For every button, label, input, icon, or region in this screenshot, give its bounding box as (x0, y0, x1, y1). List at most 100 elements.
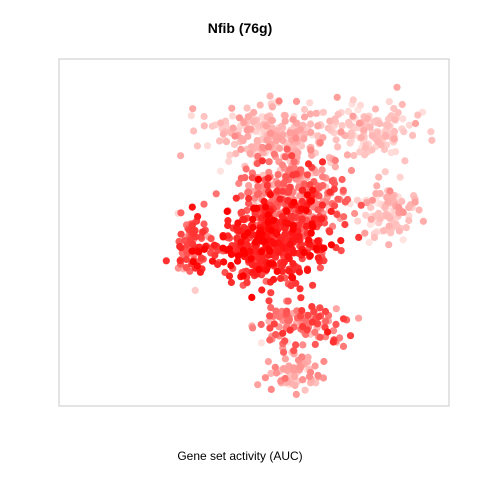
cell-point (243, 104, 251, 112)
cell-point (282, 173, 290, 181)
cell-point (281, 112, 289, 120)
cell-point (315, 313, 323, 321)
cell-point (266, 92, 274, 100)
cell-point (384, 121, 392, 130)
cell-point (225, 157, 233, 165)
cell-point (383, 212, 391, 220)
cell-point (302, 222, 310, 230)
cell-point (232, 194, 240, 202)
cell-point (337, 128, 345, 136)
cell-point (270, 320, 278, 328)
cell-point (311, 362, 319, 370)
cell-point (292, 97, 301, 105)
cell-point (266, 336, 274, 344)
cell-point (288, 273, 296, 281)
cell-point (281, 153, 289, 161)
cell-point (279, 180, 288, 188)
cell-point (405, 121, 413, 129)
chart-title: Nfib (76g) (207, 20, 273, 36)
cell-point (234, 257, 242, 265)
cell-point (330, 202, 339, 210)
cell-point (265, 158, 273, 166)
cell-point (405, 216, 413, 225)
cell-point (385, 241, 393, 249)
cell-point (273, 267, 281, 275)
cell-point (385, 98, 393, 106)
cell-point (311, 340, 319, 348)
cell-point (339, 342, 348, 350)
cell-point (247, 255, 255, 263)
cell-point (200, 122, 208, 130)
cell-point (324, 328, 332, 336)
cell-point (246, 149, 254, 158)
cell-point (340, 213, 348, 221)
cell-point (203, 142, 212, 150)
cell-point (219, 233, 227, 241)
cell-point (361, 151, 369, 159)
cell-point (298, 186, 307, 194)
cell-point (319, 173, 327, 181)
cell-point (304, 353, 312, 361)
cell-point (222, 138, 231, 146)
cell-point (367, 215, 375, 223)
cell-point (300, 248, 308, 256)
cell-point (346, 332, 355, 340)
cell-point (284, 252, 292, 261)
cell-point (329, 327, 338, 335)
cell-point (307, 197, 316, 205)
cell-point (281, 230, 289, 238)
cell-point (241, 249, 249, 258)
cell-point (314, 371, 322, 379)
cell-point (196, 268, 204, 276)
cell-point (278, 267, 287, 275)
cell-point (264, 174, 272, 182)
cell-point (415, 206, 423, 214)
cell-point (289, 225, 297, 233)
cell-point (162, 257, 170, 265)
cell-point (212, 190, 220, 198)
cell-point (326, 228, 334, 236)
cell-point (332, 305, 340, 313)
cell-point (177, 209, 185, 217)
cell-point (211, 251, 219, 259)
cell-point (306, 110, 314, 118)
cell-point (214, 260, 222, 269)
cell-point (188, 247, 196, 255)
cell-point (326, 188, 334, 196)
cell-point (307, 229, 315, 237)
cell-point (387, 229, 395, 237)
cell-point (286, 183, 294, 191)
cell-point (300, 135, 308, 143)
cell-point (197, 254, 205, 262)
cell-point (254, 152, 262, 160)
cell-point (275, 134, 283, 142)
cell-point (296, 125, 304, 133)
cell-point (264, 358, 272, 366)
cell-point (267, 116, 275, 125)
cell-point (265, 259, 274, 268)
cell-point (265, 317, 273, 326)
cell-point (300, 105, 309, 114)
cell-point (249, 117, 257, 125)
cell-point (200, 220, 208, 228)
cell-point (248, 143, 256, 151)
cell-point (235, 114, 243, 122)
cell-point (399, 236, 407, 244)
cell-point (277, 274, 285, 282)
cell-point (360, 126, 368, 134)
cell-point (357, 133, 365, 141)
cell-point (280, 348, 288, 356)
cell-point (268, 103, 276, 111)
cell-point (237, 238, 245, 246)
cell-point (297, 294, 305, 302)
cell-point (219, 130, 227, 138)
cell-point (265, 297, 273, 305)
cell-point (384, 198, 392, 206)
cell-point (296, 363, 304, 371)
cell-point (289, 115, 297, 124)
cell-point (289, 260, 297, 268)
cell-point (278, 161, 287, 169)
cell-point (292, 341, 300, 349)
cell-point (303, 191, 312, 199)
